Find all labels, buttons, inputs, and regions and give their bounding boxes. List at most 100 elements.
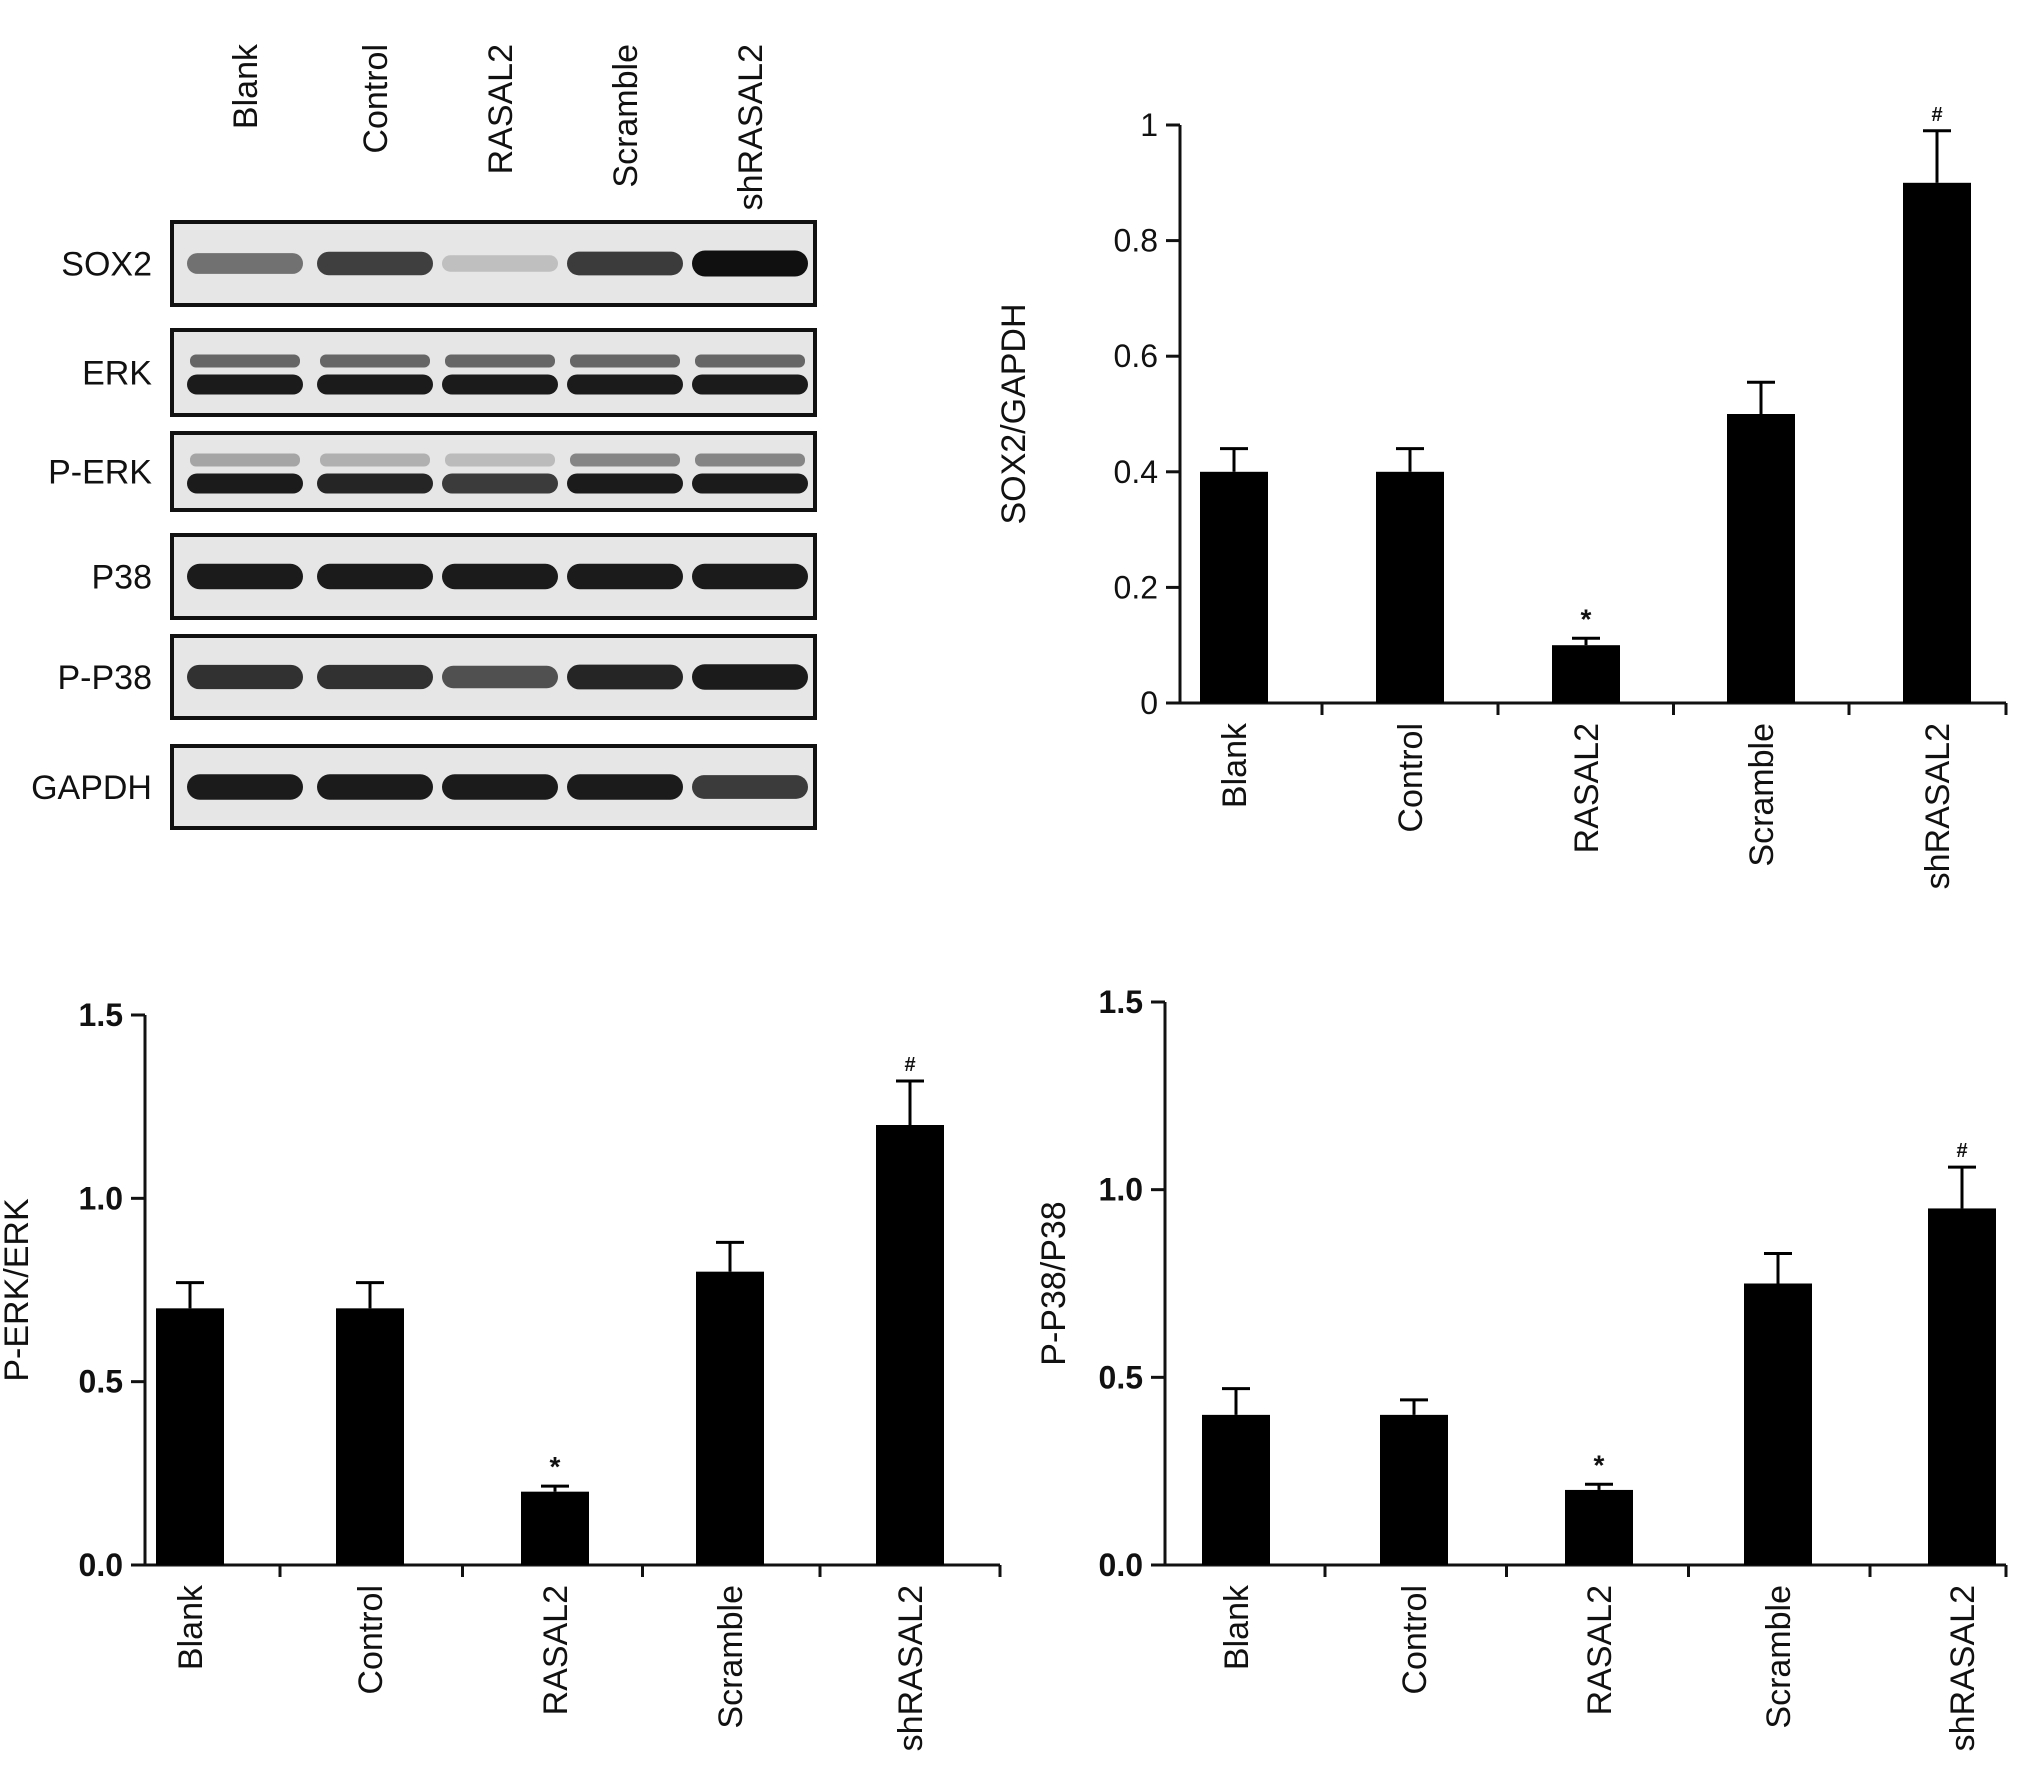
bar <box>696 1271 764 1565</box>
blot-band <box>187 473 303 494</box>
bar <box>1552 645 1620 703</box>
bar <box>1202 1414 1270 1565</box>
perk-erk-chart: 0.0 0.5 1.0 1.5 P-ERK/ERK Blank Control * RASAL2… <box>0 997 1002 1751</box>
blot-row-p-erk: P-ERK <box>48 431 817 512</box>
blot-row-label: P-P38 <box>58 659 153 697</box>
blot-band <box>317 774 433 800</box>
significance-marker: * <box>1581 603 1592 634</box>
y-tick-label: 0.6 <box>1114 338 1158 374</box>
x-category-label: shRASAL2 <box>1919 723 1957 889</box>
pp38-p38-chart: 0.0 0.5 1.0 1.5 P-P38/P38 Blank Control * RASAL2… <box>1035 984 2008 1751</box>
significance-marker: * <box>550 1451 561 1482</box>
blot-row-gapdh: GAPDH <box>31 744 817 830</box>
y-tick-label: 0.2 <box>1114 569 1158 605</box>
blot-band-upper <box>570 453 680 467</box>
y-tick-label: 0 <box>1140 685 1158 721</box>
lane-label: shRASAL2 <box>732 44 770 210</box>
y-tick-label: 0.4 <box>1114 454 1158 490</box>
blot-row-label: ERK <box>82 355 152 393</box>
blot-row-label: P-ERK <box>48 454 152 492</box>
blot-row-sox2: SOX2 <box>61 220 817 307</box>
blot-band <box>692 250 808 277</box>
blot-band-upper <box>695 354 805 368</box>
bar <box>1380 1414 1448 1565</box>
blot-frame <box>170 431 817 512</box>
significance-marker: # <box>1956 1140 1967 1162</box>
blot-band-upper <box>570 354 680 368</box>
blot-band <box>567 774 683 800</box>
blot-band <box>442 563 558 590</box>
western-blot-panel: Blank Control RASAL2 Scramble shRASAL2 SOX2 ER… <box>31 43 817 830</box>
x-category-label: Blank <box>1216 722 1254 808</box>
significance-marker: * <box>1594 1449 1605 1480</box>
blot-row-p38: P38 <box>92 533 817 620</box>
blot-band <box>317 374 433 395</box>
blot-row-p-p38: P-P38 <box>58 634 817 720</box>
y-tick-label: 0.5 <box>79 1364 123 1400</box>
y-axis-label: SOX2/GAPDH <box>995 303 1033 524</box>
blot-band-upper <box>445 354 555 368</box>
bar <box>1565 1489 1633 1565</box>
bar <box>521 1491 589 1565</box>
y-tick-label: 1.5 <box>1099 984 1143 1020</box>
blot-row-label: GAPDH <box>31 769 152 807</box>
blot-band <box>187 253 303 274</box>
blot-frame <box>170 328 817 417</box>
blot-band <box>692 775 808 799</box>
blot-band-upper <box>190 453 300 467</box>
blot-band <box>567 664 683 690</box>
x-category-label: RASAL2 <box>537 1585 575 1715</box>
y-tick-label: 0.8 <box>1114 223 1158 259</box>
blot-row-erk: ERK <box>82 328 817 417</box>
bar <box>876 1125 944 1565</box>
blot-band <box>442 374 558 395</box>
blot-band <box>692 563 808 590</box>
x-category-label: Blank <box>172 1584 210 1670</box>
blot-band <box>442 473 558 494</box>
x-category-label: RASAL2 <box>1568 723 1606 853</box>
bar <box>1928 1208 1996 1565</box>
y-tick-label: 1.0 <box>79 1180 123 1216</box>
x-category-label: Control <box>352 1585 390 1695</box>
bar <box>1376 471 1444 703</box>
y-tick-label: 0.0 <box>79 1547 123 1583</box>
blot-band <box>567 473 683 494</box>
blot-band <box>187 774 303 800</box>
blot-band <box>317 563 433 590</box>
blot-band-upper <box>190 354 300 368</box>
bar <box>1744 1283 1812 1565</box>
lane-label: Control <box>357 44 395 154</box>
lane-label: Blank <box>227 43 265 129</box>
x-category-label: Control <box>1396 1585 1434 1695</box>
blot-band <box>317 251 433 276</box>
blot-band-upper <box>320 354 430 368</box>
blot-band-upper <box>445 453 555 467</box>
y-axis-label: P-P38/P38 <box>1035 1201 1073 1365</box>
blot-band <box>187 664 303 690</box>
blot-band-upper <box>320 453 430 467</box>
blot-band-upper <box>695 453 805 467</box>
bar <box>1727 414 1795 703</box>
blot-band <box>692 664 808 690</box>
y-axis-label: P-ERK/ERK <box>0 1198 36 1382</box>
blot-row-label: SOX2 <box>61 246 152 284</box>
blot-band <box>317 473 433 494</box>
x-category-label: shRASAL2 <box>1944 1585 1982 1751</box>
x-category-label: Control <box>1392 723 1430 833</box>
y-tick-label: 1.0 <box>1099 1172 1143 1208</box>
blot-band <box>317 664 433 690</box>
bar <box>1903 182 1971 704</box>
x-category-label: Scramble <box>712 1585 750 1729</box>
significance-marker: # <box>904 1054 915 1076</box>
blot-band <box>567 563 683 590</box>
blot-row-label: P38 <box>92 559 153 597</box>
x-category-label: shRASAL2 <box>892 1585 930 1751</box>
blot-band <box>187 374 303 395</box>
x-category-label: Blank <box>1218 1584 1256 1670</box>
blot-band <box>442 665 558 689</box>
x-category-label: Scramble <box>1743 723 1781 867</box>
blot-band <box>442 255 558 272</box>
y-tick-label: 0.5 <box>1099 1359 1143 1395</box>
sox2-gapdh-chart: 0 0.2 0.4 0.6 0.8 1 SOX2/GAPDH Blank Control * RAS… <box>995 104 2008 889</box>
